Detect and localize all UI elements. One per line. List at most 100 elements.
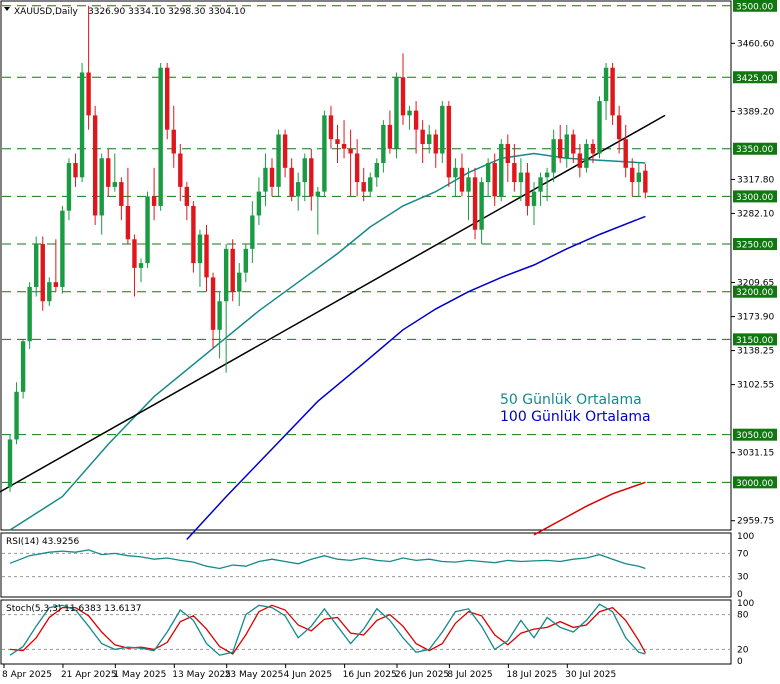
candle-body-77 [512,163,517,183]
level-tags: 3500.00 3425.00 3350.00 3300.00 3250.00 3200.… [733,0,777,489]
price-axis: 3460.60 3389.20 3317.80 3282.10 3209.65 3173.… [731,39,774,527]
candle-body-53 [354,153,360,183]
candle-body-78 [518,172,524,183]
candle-body-85 [564,134,569,159]
chart-header: XAUUSD,Daily 3326.90 3334.10 3298.30 330… [4,7,246,17]
candle-body-10 [73,163,78,178]
candle-body-82 [544,172,550,178]
date-label-2: 1 May 2025 [113,670,166,680]
level-tag-label-5: 3200.00 [736,288,773,298]
stoch-header: Stoch(5,3,3) 11.6383 13.6137 [6,604,141,614]
level-tag-label-1: 3425.00 [736,74,773,84]
candle-body-60 [400,77,406,116]
date-label-5: 4 Jun 2025 [284,670,332,680]
price-tick-label-0: 3460.60 [737,39,774,49]
candle-body-79 [525,172,530,206]
ma200-line [533,481,646,536]
stoch-axis-label-0: 100 [737,599,754,609]
candle-body-83 [551,139,556,173]
candle-body-67 [446,105,452,178]
candle-body-86 [571,134,576,154]
main-panel-frame [0,0,732,531]
candle-body-76 [505,143,510,164]
date-label-4: 23 May 2025 [225,670,284,680]
date-label-10: 30 Jul 2025 [565,670,616,680]
rsi-header: RSI(14) 43.9256 [6,537,79,547]
price-tick-label-2: 3317.80 [737,175,774,185]
candle-body-65 [433,134,438,154]
candle-body-80 [531,191,537,206]
candle-body-14 [99,158,104,216]
candle-body-21 [145,196,150,264]
price-tick-label-6: 3138.25 [737,347,774,357]
candle-body-25 [171,129,176,154]
candle-body-7 [53,282,59,287]
candle-body-28 [191,205,196,264]
candle-body-43 [289,167,294,197]
candle-body-52 [348,148,353,154]
date-label-6: 16 Jun 2025 [343,670,397,680]
level-tag-label-6: 3150.00 [736,336,773,346]
candle-body-54 [361,182,366,192]
candle-body-11 [79,72,85,178]
candle-body-47 [315,191,321,197]
date-label-8: 8 Jul 2025 [447,670,492,680]
stoch-main-line [9,603,646,656]
ma100-line [186,215,646,541]
candle-body-40 [269,167,275,187]
rsi-axis-label-0: 100 [737,532,754,542]
candle-body-9 [66,163,72,211]
candle-body-34 [230,248,235,292]
candle-body-18 [125,205,131,240]
symbol-label: XAUUSD,Daily [14,7,78,17]
rsi-axis-label-1: 70 [737,549,749,559]
candle-body-46 [309,158,314,197]
candle-body-20 [138,263,144,268]
level-tag-bg-3 [733,190,777,203]
candle-body-23 [158,67,163,206]
candle-body-39 [263,167,268,192]
candle-body-62 [413,110,419,130]
candle-body-88 [584,143,589,168]
candle-body-35 [237,272,242,292]
candle-body-72 [479,182,484,230]
candle-body-1 [14,391,19,440]
candle-body-92 [610,67,615,116]
level-tag-label-8: 3000.00 [736,479,773,489]
candle-body-93 [616,115,622,140]
candle-body-84 [558,139,563,159]
candle-body-95 [630,167,635,183]
level-tag-label-4: 3250.00 [736,241,773,251]
candle-body-45 [302,158,307,183]
candle-body-37 [250,215,255,249]
candle-body-29 [197,234,203,264]
rsi-panel: 100 70 30 0 [2,532,754,600]
price-tick-label-4: 3209.65 [737,279,774,289]
level-tag-label-2: 3350.00 [736,145,773,155]
date-label-1: 21 Apr 2025 [61,670,117,680]
ma50-line [9,152,646,531]
candle-body-44 [296,182,301,197]
candle-body-50 [335,139,340,144]
date-label-9: 18 Jul 2025 [506,670,557,680]
candle-body-64 [427,134,432,144]
collapse-triangle-icon[interactable] [4,7,10,11]
candle-body-56 [374,163,379,178]
candle-body-96 [636,172,641,183]
legend-ma100: 100 Günlük Ortalama [500,409,651,425]
ohlc-values: 3326.90 3334.10 3298.30 3304.10 [88,7,246,17]
candle-body-2 [20,341,26,392]
rsi-line [9,549,646,570]
date-label-7: 26 Jun 2025 [395,670,449,680]
candle-body-17 [119,182,124,206]
level-tag-label-7: 3050.00 [736,431,773,441]
price-tick-label-5: 3173.90 [737,313,774,323]
rsi-panel-frame [0,532,732,598]
candle-body-30 [204,234,209,278]
candle-body-27 [184,186,190,206]
date-label-3: 13 May 2025 [172,670,231,680]
candle-body-90 [597,101,602,154]
candle-body-70 [466,177,471,192]
